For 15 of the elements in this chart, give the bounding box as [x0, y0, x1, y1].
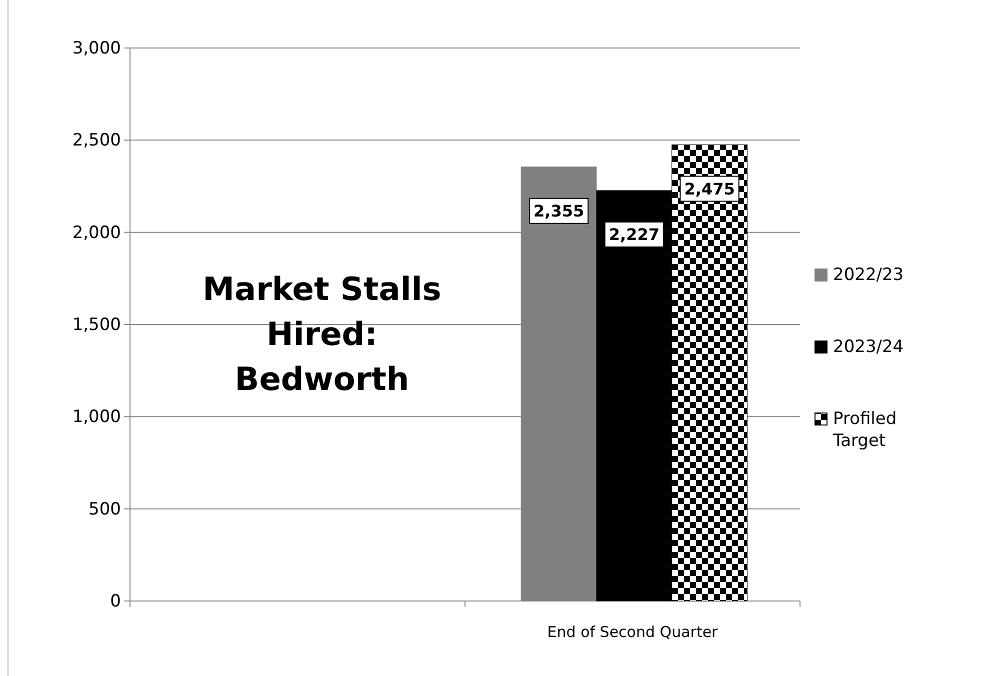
data-label: 2,475 [684, 179, 735, 198]
y-tick-label: 2,000 [72, 222, 121, 243]
legend-label: Profiled Target [832, 409, 897, 452]
data-label: 2,227 [608, 224, 660, 244]
x-tick-label: End of Second Quarter [547, 623, 719, 641]
text: Market Stalls Hired: Bedworth [202, 270, 442, 398]
y-tick-label: 2,500 [72, 130, 121, 151]
y-tick-label: 3,000 [72, 38, 121, 58]
legend-label: 2023/24 [833, 337, 904, 357]
legend-label: 2022/23 [833, 265, 904, 285]
y-tick-label: 0 [110, 591, 121, 612]
y-tick-label: 1,000 [72, 407, 121, 428]
data-label: 2,355 [533, 201, 584, 220]
y-tick-label: 500 [88, 499, 121, 520]
y-tick-label: 1,500 [72, 314, 121, 335]
